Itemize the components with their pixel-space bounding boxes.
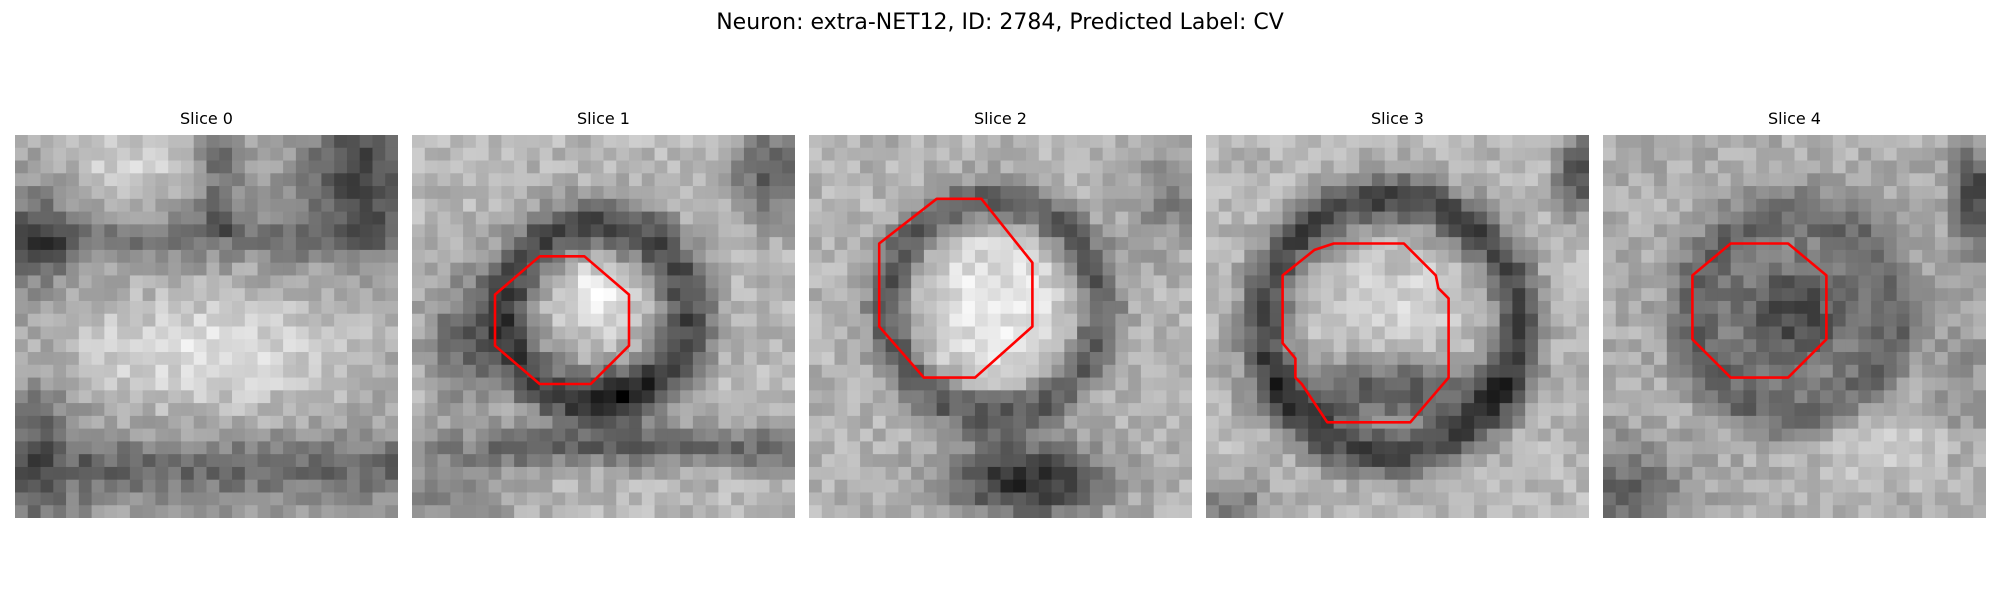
pixel-grid	[1206, 135, 1589, 518]
slice-panel: Slice 1	[412, 108, 795, 518]
segmentation-contour	[1691, 242, 1828, 379]
segmentation-contour	[877, 197, 1034, 379]
slice-image	[809, 135, 1192, 518]
slice-panel: Slice 4	[1603, 108, 1986, 518]
slice-image	[412, 135, 795, 518]
slice-title: Slice 3	[1371, 109, 1424, 128]
slice-panel: Slice 2	[809, 108, 1192, 518]
pixel-grid	[15, 135, 398, 518]
figure-title: Neuron: extra-NET12, ID: 2784, Predicted…	[716, 10, 1284, 35]
slice-title: Slice 4	[1768, 109, 1821, 128]
slice-panel: Slice 3	[1206, 108, 1589, 518]
slice-image	[15, 135, 398, 518]
pixel-grid	[809, 135, 1192, 518]
slice-title: Slice 1	[577, 109, 630, 128]
slice-title: Slice 2	[974, 109, 1027, 128]
segmentation-contour	[493, 255, 631, 386]
slice-panel: Slice 0	[15, 108, 398, 518]
slice-image	[1206, 135, 1589, 518]
slice-title: Slice 0	[180, 109, 233, 128]
pixel-grid	[1603, 135, 1986, 518]
pixel-grid	[412, 135, 795, 518]
segmentation-contour	[1281, 242, 1450, 424]
slice-image	[1603, 135, 1986, 518]
